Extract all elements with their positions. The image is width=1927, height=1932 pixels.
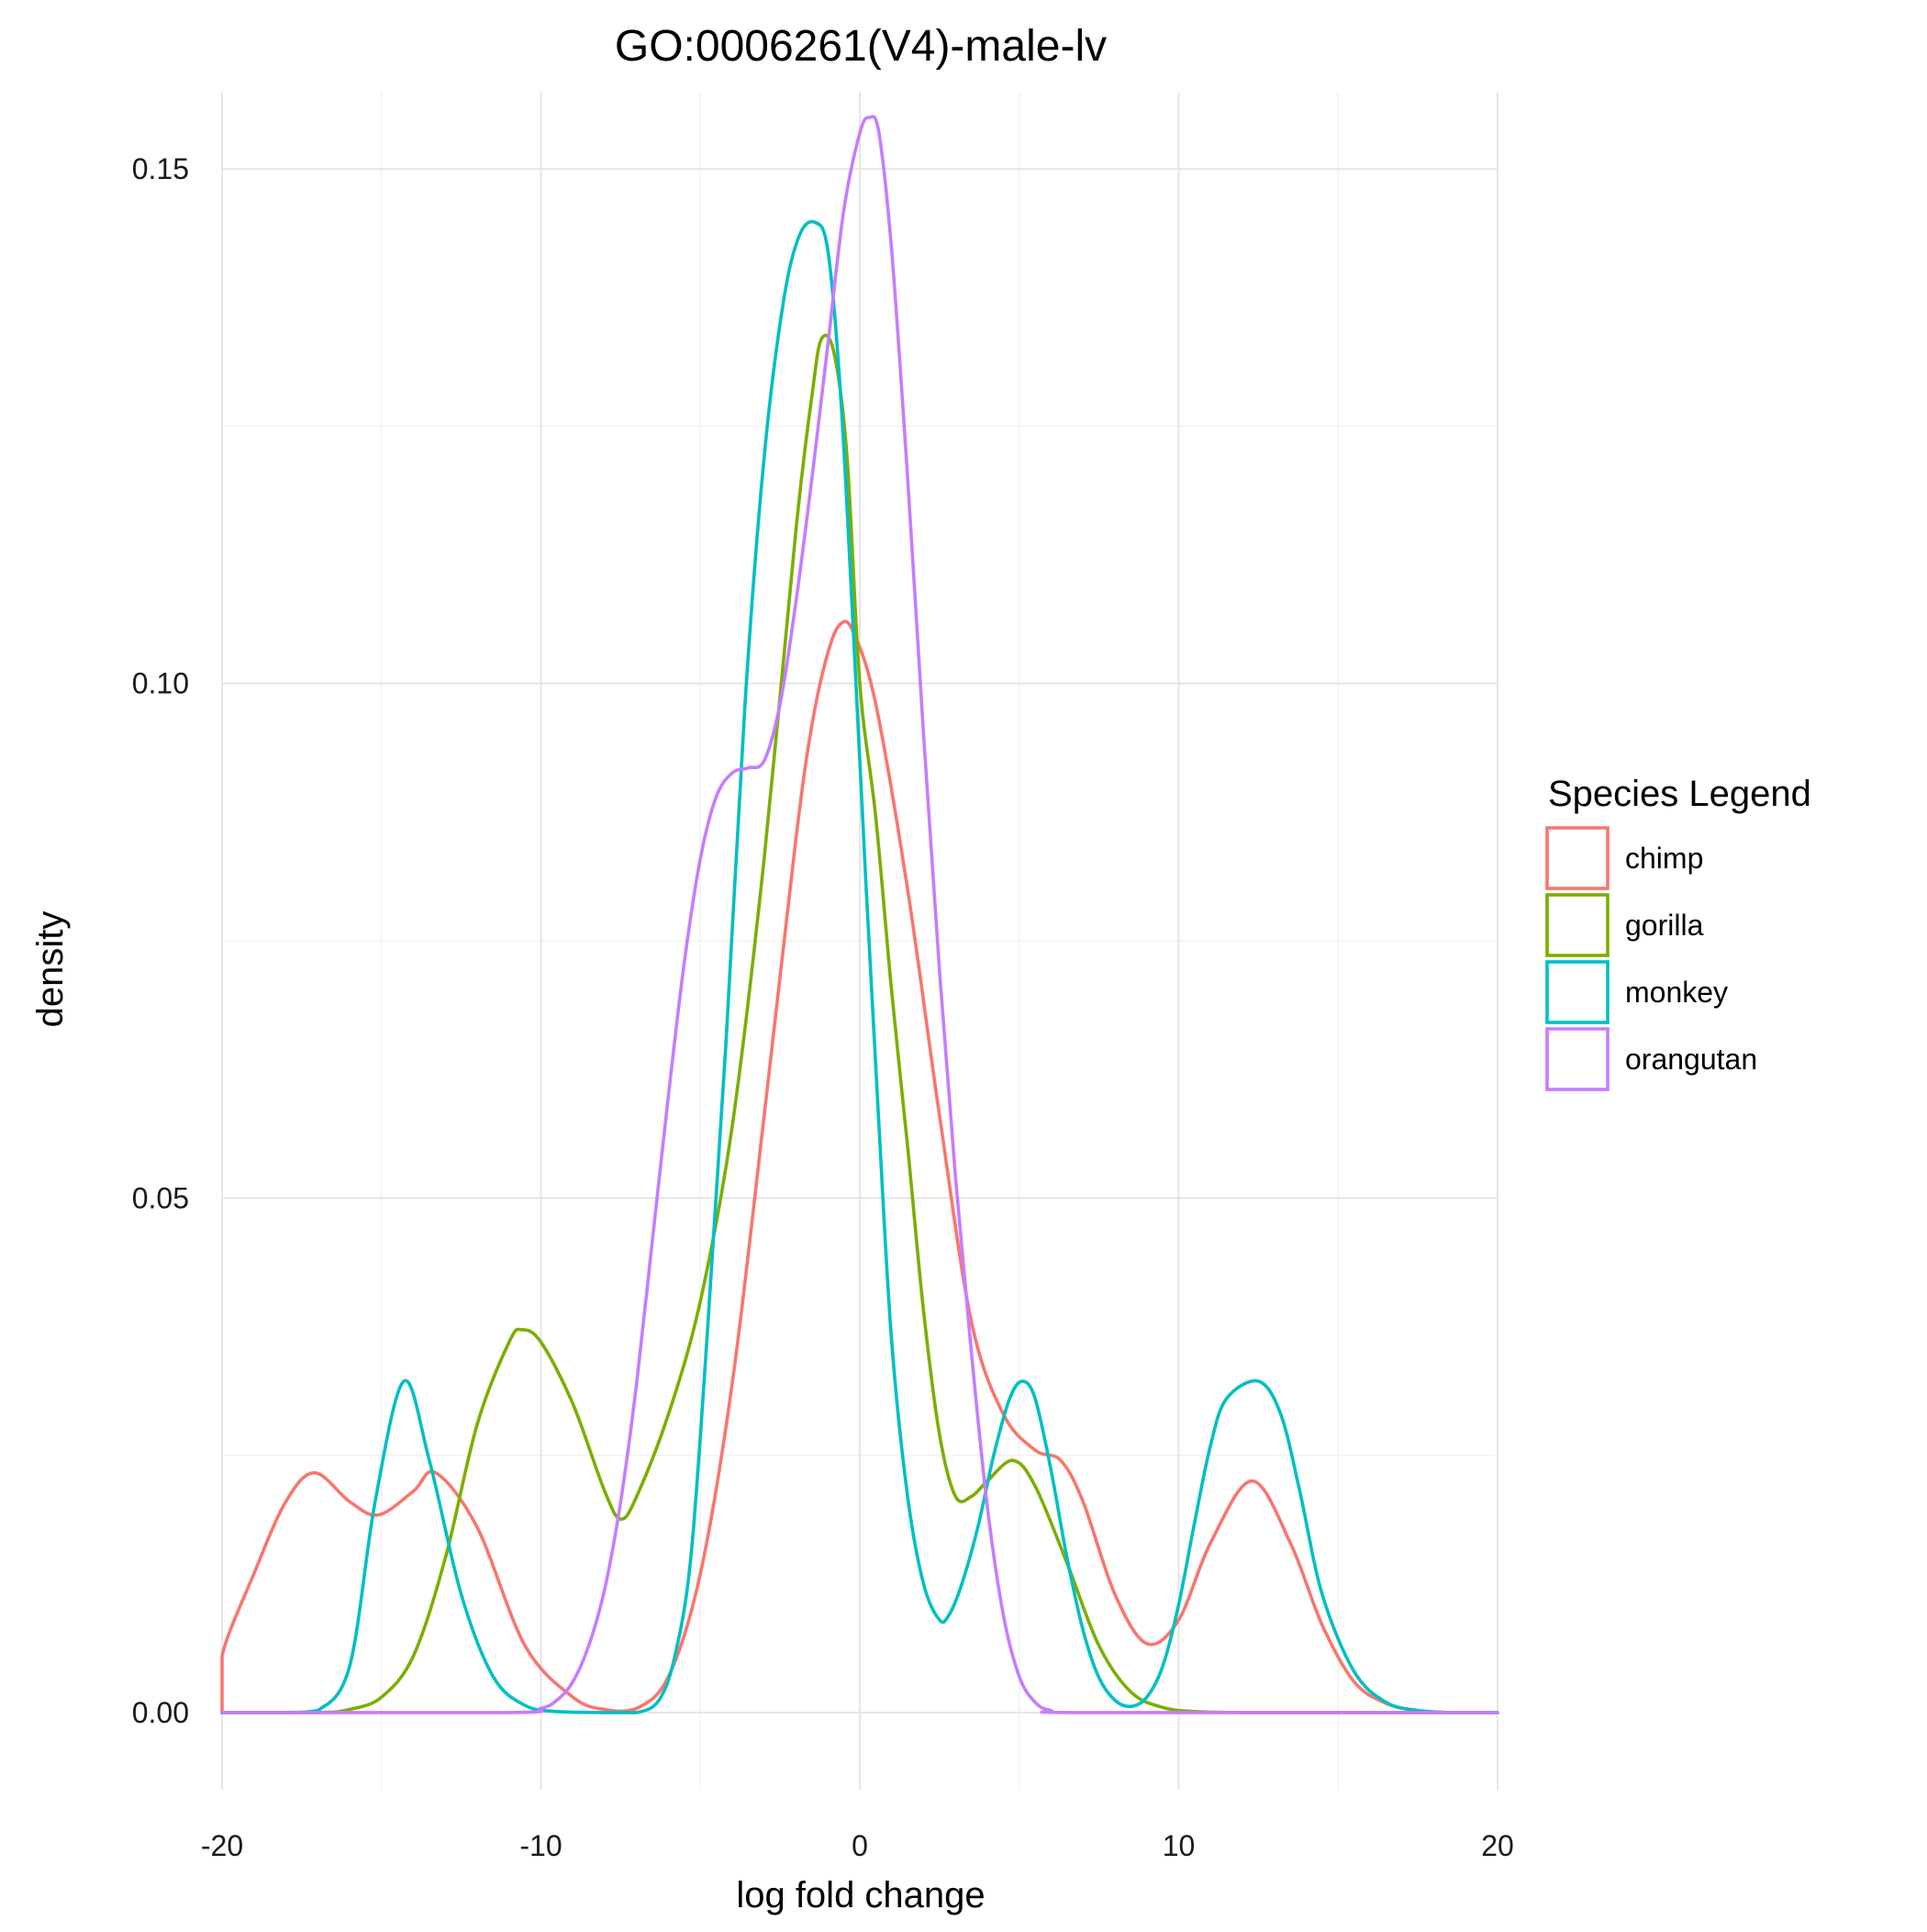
legend-label-monkey: monkey bbox=[1625, 976, 1728, 1009]
y-tick-label: 0.15 bbox=[132, 152, 189, 185]
legend-label-chimp: chimp bbox=[1625, 842, 1703, 875]
y-tick-label: 0.10 bbox=[132, 667, 189, 700]
legend-key-chimp bbox=[1545, 826, 1610, 890]
density-line-monkey bbox=[220, 219, 1499, 1714]
x-tick-label: -20 bbox=[201, 1829, 243, 1862]
x-tick-label: 10 bbox=[1163, 1829, 1196, 1862]
legend-title: Species Legend bbox=[1548, 774, 1811, 814]
x-tick-label: 20 bbox=[1481, 1829, 1514, 1862]
y-tick-label: 0.00 bbox=[132, 1696, 189, 1729]
legend-items: chimp gorilla monkey orangutan bbox=[1545, 826, 1757, 1091]
density-line-chimp bbox=[220, 620, 1499, 1714]
chart-title: GO:0006261(V4)-male-lv bbox=[615, 22, 1107, 71]
legend-key-gorilla bbox=[1545, 893, 1610, 957]
y-axis-ticks: 0.00 0.05 0.10 0.15 bbox=[132, 152, 189, 1729]
y-tick-label: 0.05 bbox=[132, 1181, 189, 1214]
legend-label-orangutan: orangutan bbox=[1625, 1043, 1757, 1076]
x-axis-ticks: -20 -10 0 10 20 bbox=[201, 1829, 1514, 1862]
legend-label-gorilla: gorilla bbox=[1625, 909, 1704, 942]
x-axis-title: log fold change bbox=[736, 1875, 985, 1915]
density-line-gorilla bbox=[220, 333, 1499, 1714]
x-tick-label: 0 bbox=[852, 1829, 868, 1862]
series-lines bbox=[220, 115, 1499, 1714]
legend-key-monkey bbox=[1545, 960, 1610, 1024]
x-tick-label: -10 bbox=[519, 1829, 562, 1862]
legend-key-orangutan bbox=[1545, 1027, 1610, 1091]
legend: Species Legend chimp gorilla monkey orangut… bbox=[1545, 774, 1811, 1091]
density-line-orangutan bbox=[220, 115, 1499, 1714]
y-axis-title: density bbox=[30, 911, 71, 1028]
